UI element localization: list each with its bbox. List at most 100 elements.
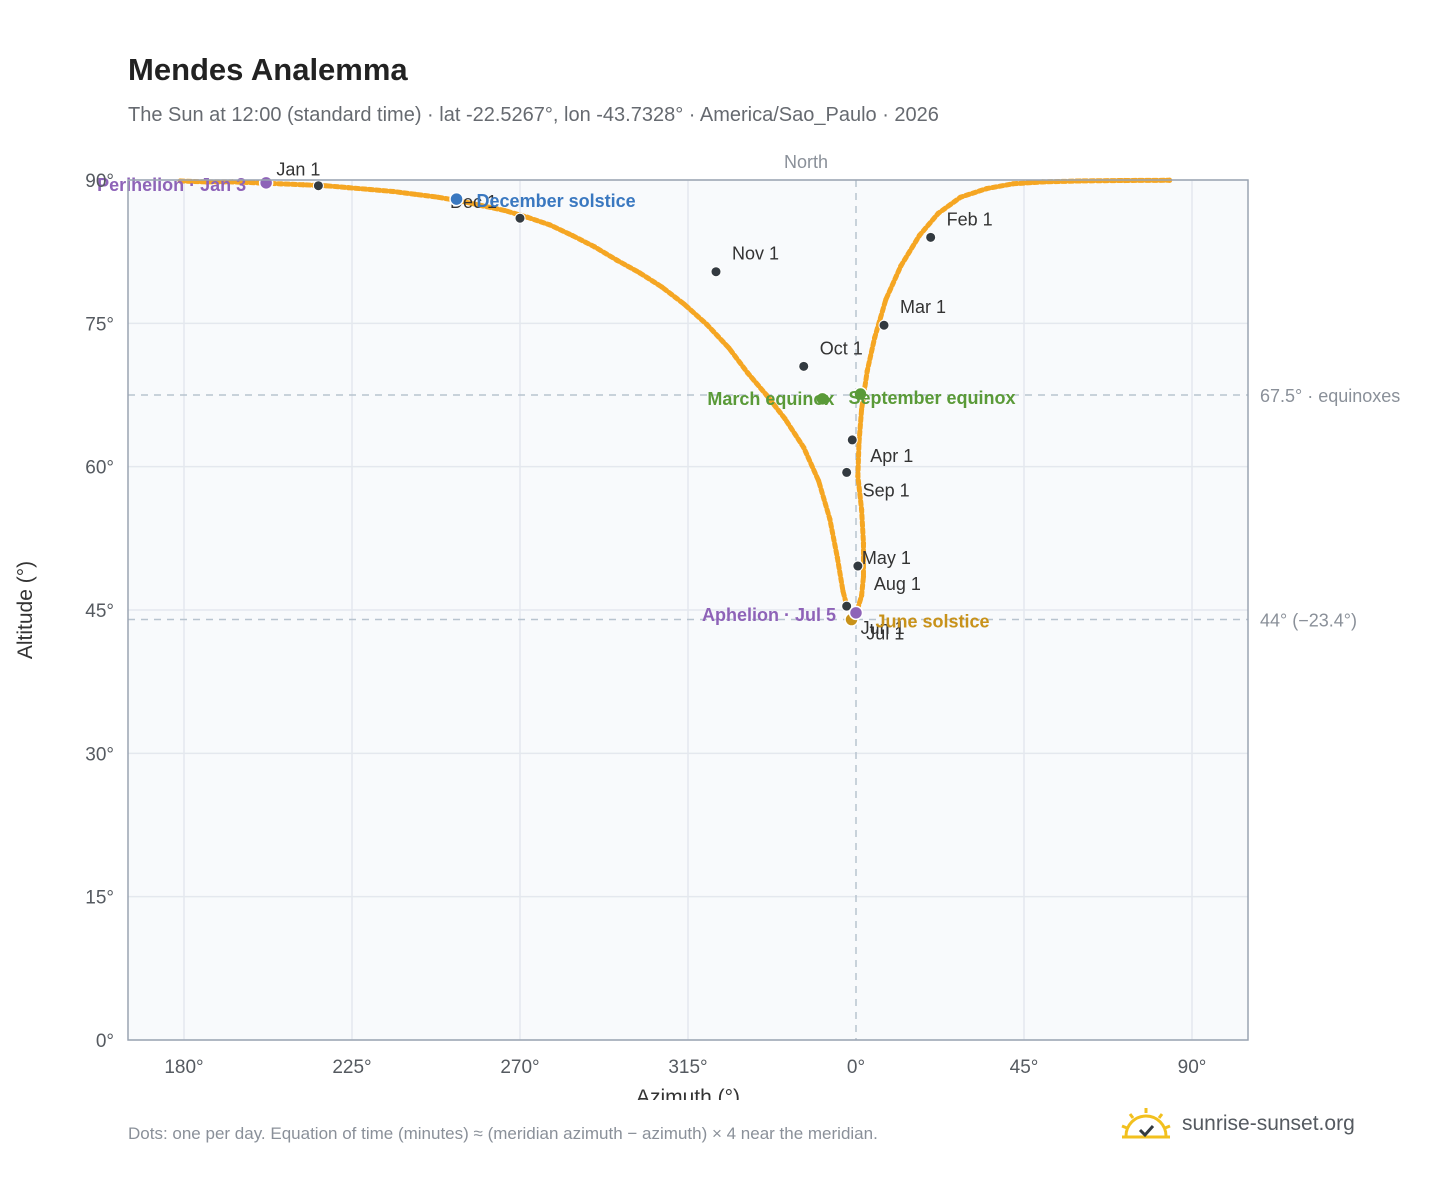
x-tick-label: 225° [332, 1057, 371, 1078]
month-label: Oct 1 [820, 338, 863, 358]
analemma-chart: 67.5° · equinoxes 44° (−23.4°) Jan 1 Feb 1… [14, 152, 1400, 1100]
event-marker [449, 191, 464, 207]
day-point [592, 244, 598, 250]
day-point [524, 214, 531, 220]
month-marker [846, 434, 858, 446]
chart-subtitle: The Sun at 12:00 (standard time) · lat -… [128, 104, 939, 126]
day-point [827, 516, 833, 522]
brand[interactable]: sunrise-sunset.org [1120, 1102, 1355, 1146]
day-point [864, 368, 870, 374]
month-marker [878, 319, 890, 331]
axis-ticks: 180° 225° 270° 315° 0° 45° 90° 0° 15° 30° 45° 60° 75… [85, 171, 1206, 1078]
event-label: March equinox [707, 389, 834, 409]
y-tick-label: 75° [85, 314, 114, 335]
month-label: Nov 1 [732, 244, 779, 264]
month-marker [841, 466, 853, 478]
day-point [840, 588, 846, 594]
day-point [726, 345, 732, 351]
month-label: Jun 1 [861, 618, 905, 638]
event-marker [853, 386, 868, 402]
month-marker [852, 560, 864, 572]
x-tick-label: 45° [1010, 1057, 1039, 1078]
analemma-path [177, 177, 1173, 615]
north-label: North [784, 152, 828, 172]
day-point [957, 194, 964, 200]
day-point [801, 444, 807, 451]
month-marker [925, 231, 937, 243]
day-point [300, 182, 307, 188]
month-label: Apr 1 [870, 446, 913, 466]
day-point [704, 321, 710, 327]
event-label: Aphelion · Jul 5 [702, 605, 836, 625]
month-label: Jan 1 [276, 160, 320, 180]
event-label: September equinox [848, 388, 1015, 408]
day-point [859, 593, 865, 599]
day-point [860, 540, 867, 546]
event-marker [815, 391, 830, 407]
event-label: June solstice [876, 612, 990, 632]
day-point [412, 191, 419, 197]
month-label: Sep 1 [863, 480, 910, 500]
chart-title: Mendes Analemma [128, 52, 408, 87]
month-label: Mar 1 [900, 297, 946, 317]
x-tick-label: 270° [500, 1057, 539, 1078]
day-point [883, 296, 889, 303]
day-point [390, 188, 396, 195]
brand-name: sunrise-sunset.org [1182, 1112, 1355, 1135]
y-tick-label: 45° [85, 601, 114, 622]
month-marker [798, 360, 810, 372]
month-marker [514, 212, 526, 224]
reference-line-label: 67.5° · equinoxes [1260, 386, 1400, 406]
footnote: Dots: one per day. Equation of time (min… [128, 1124, 878, 1143]
month-label: Aug 1 [874, 574, 921, 594]
day-point [898, 263, 904, 269]
month-label: Feb 1 [947, 209, 993, 229]
y-axis-label: Altitude (°) [14, 561, 37, 659]
day-point [1010, 181, 1016, 187]
day-point [855, 473, 861, 479]
day-point [345, 185, 351, 191]
day-point [859, 507, 865, 513]
day-point [659, 284, 665, 290]
day-point [614, 257, 620, 263]
event-label: December solstice [477, 191, 636, 211]
month-label: May 1 [862, 548, 911, 568]
event-marker [848, 605, 864, 621]
month-marker [841, 600, 853, 612]
x-axis-label: Azimuth (°) [636, 1086, 740, 1100]
x-tick-label: 315° [668, 1057, 707, 1078]
month-label: Jul 1 [866, 624, 904, 644]
day-point [782, 416, 788, 422]
x-tick-label: 90° [1178, 1057, 1207, 1078]
x-tick-label: 180° [164, 1057, 203, 1078]
y-tick-label: 60° [85, 458, 114, 479]
plot-frame [127, 179, 1249, 1041]
day-point [278, 181, 284, 187]
day-point [745, 370, 751, 376]
day-point [435, 194, 441, 200]
day-point [834, 554, 840, 561]
month-marker [312, 180, 324, 192]
event-label: Perihelion · Jan 3 [97, 175, 246, 195]
day-point [816, 478, 822, 484]
day-point [547, 222, 553, 228]
event-markers: December solstice March equinox September … [97, 175, 1015, 632]
day-point [368, 186, 374, 193]
month-marker [710, 266, 722, 278]
y-tick-label: 0° [96, 1031, 114, 1052]
day-point [872, 335, 878, 341]
y-tick-label: 30° [85, 744, 114, 765]
day-point [480, 203, 486, 209]
day-point [681, 301, 687, 307]
day-point [763, 392, 770, 398]
day-point [502, 207, 508, 214]
day-point [323, 183, 329, 189]
sun-logo-icon [1121, 1108, 1171, 1139]
reference-line-label: 44° (−23.4°) [1260, 611, 1357, 631]
y-tick-label: 90° [85, 171, 114, 192]
day-point [860, 573, 867, 580]
day-point [636, 270, 643, 276]
day-point [916, 232, 923, 239]
day-point [935, 210, 941, 217]
day-point [569, 232, 575, 239]
